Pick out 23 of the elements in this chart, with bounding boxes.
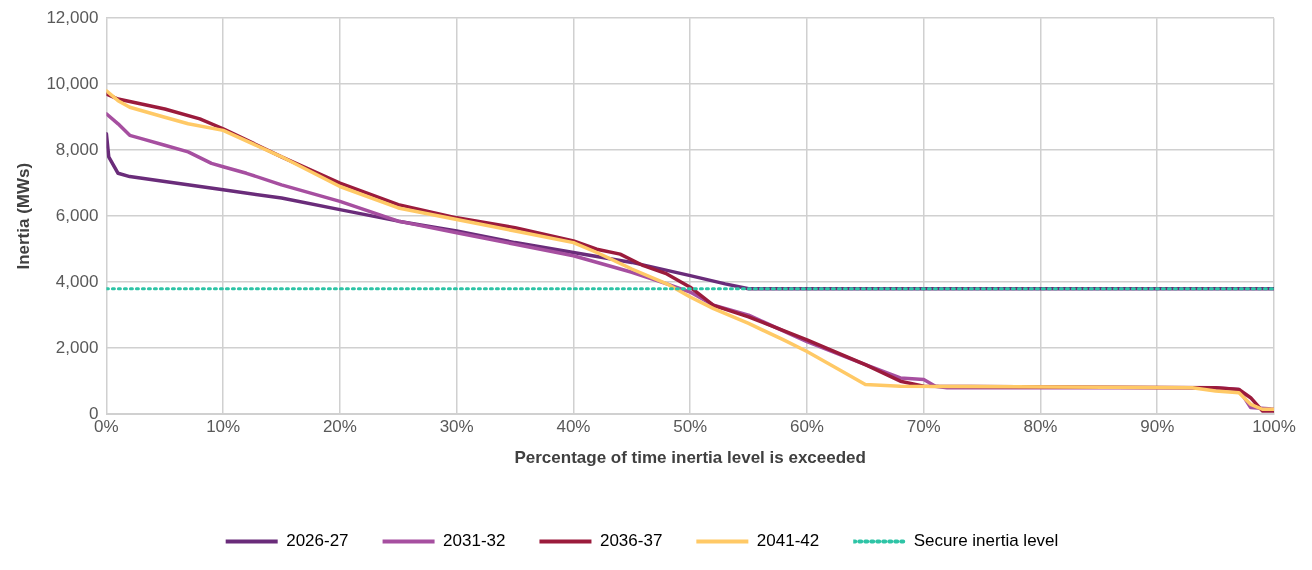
y-axis-title: Inertia (MWs) xyxy=(13,162,33,270)
legend-label: 2036-37 xyxy=(599,531,663,551)
y-tick-label: 4,000 xyxy=(55,271,99,291)
y-tick-label: 12,000 xyxy=(46,7,99,27)
x-axis-title: Percentage of time inertia level is exceeded xyxy=(514,448,866,468)
x-tick-label: 40% xyxy=(556,417,591,437)
legend-label: 2041-42 xyxy=(756,531,820,551)
y-tick-label: 6,000 xyxy=(55,205,99,225)
x-tick-label: 60% xyxy=(789,417,824,437)
x-tick-label: 30% xyxy=(439,417,474,437)
x-tick-label: 90% xyxy=(1140,417,1175,437)
legend-label: 2026-27 xyxy=(286,531,349,551)
x-tick-label: 70% xyxy=(906,417,941,437)
x-tick-label: 10% xyxy=(206,417,241,437)
x-tick-label: 50% xyxy=(673,417,708,437)
y-tick-label: 2,000 xyxy=(55,337,99,357)
y-tick-label: 8,000 xyxy=(55,139,99,159)
legend-label: Secure inertia level xyxy=(913,531,1059,551)
legend-label: 2031-32 xyxy=(443,531,506,551)
x-tick-label: 20% xyxy=(322,417,357,437)
x-tick-label: 100% xyxy=(1252,417,1296,437)
x-tick-label: 80% xyxy=(1023,417,1058,437)
y-tick-label: 10,000 xyxy=(46,73,99,93)
